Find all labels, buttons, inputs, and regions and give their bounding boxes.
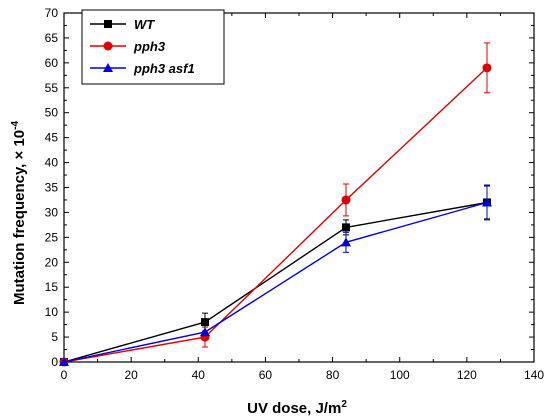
y-axis-title: Mutation frequency, × 10-4 — [10, 121, 28, 306]
y-tick-label: 70 — [45, 6, 59, 20]
series-line — [63, 201, 488, 363]
y-tick-label: 65 — [45, 31, 59, 45]
legend-label: pph3 — [133, 39, 166, 54]
series-layer — [59, 42, 492, 367]
data-point — [59, 357, 69, 366]
data-point — [341, 237, 351, 247]
data-point — [482, 197, 492, 207]
x-tick-label: 140 — [524, 368, 544, 382]
y-tick-label: 20 — [45, 255, 59, 269]
x-tick-label: 60 — [259, 368, 273, 382]
y-tick-label: 5 — [51, 330, 58, 344]
y-tick-label: 55 — [45, 81, 59, 95]
legend-item: pph3 asf1 — [90, 61, 195, 76]
x-axis-title: UV dose, J/m2 — [247, 399, 347, 417]
y-tick-label: 30 — [45, 205, 59, 219]
series-line — [63, 201, 488, 363]
x-tick-label: 80 — [326, 368, 340, 382]
y-tick-label: 45 — [45, 131, 59, 145]
y-tick-label: 60 — [45, 56, 59, 70]
data-point — [200, 327, 210, 337]
legend-marker — [103, 63, 113, 72]
legend-label: pph3 asf1 — [133, 61, 195, 76]
legend-item: pph3 — [90, 39, 166, 54]
x-tick-label: 120 — [457, 368, 477, 382]
y-tick-label: 50 — [45, 106, 59, 120]
series-line — [63, 67, 488, 363]
y-tick-label: 0 — [51, 355, 58, 369]
legend-item: WT — [90, 17, 155, 32]
legend-label: WT — [134, 17, 155, 32]
y-tick-label: 35 — [45, 181, 59, 195]
x-axis: 0 20 40 60 80 100 120 140 — [61, 13, 544, 382]
y-axis: 0 5 10 15 20 25 30 35 40 45 50 55 60 65 70 — [45, 6, 534, 369]
x-tick-label: 40 — [192, 368, 206, 382]
legend: WT pph3 pph3 asf1 — [81, 9, 225, 85]
y-tick-label: 15 — [45, 280, 59, 294]
x-tick-label: 0 — [61, 368, 68, 382]
y-tick-label: 10 — [45, 305, 59, 319]
legend-marker — [104, 20, 112, 28]
data-point — [341, 195, 351, 205]
data-point — [482, 63, 492, 73]
series-2 — [59, 184, 492, 366]
x-tick-label: 100 — [390, 368, 410, 382]
y-tick-label: 40 — [45, 156, 59, 170]
data-point — [201, 318, 209, 327]
x-tick-label: 20 — [124, 368, 138, 382]
y-tick-label: 25 — [45, 230, 59, 244]
data-point — [342, 223, 350, 232]
legend-marker — [103, 41, 113, 51]
